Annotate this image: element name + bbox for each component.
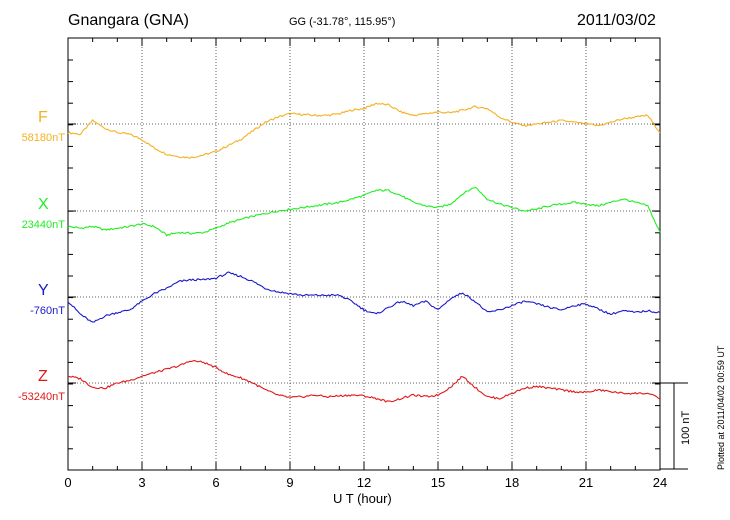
series-line-y (67, 271, 661, 323)
x-tick-label: 24 (653, 475, 667, 490)
baseline-label-y: -760nT (30, 305, 65, 317)
plot-date: 2011/03/02 (577, 12, 656, 29)
x-tick-label: 18 (505, 475, 519, 490)
baseline-label-z: -53240nT (17, 391, 65, 403)
series-line-x (67, 187, 661, 237)
x-tick-label: 0 (64, 475, 71, 490)
component-label-z: Z (38, 368, 48, 385)
component-label-x: X (38, 196, 49, 213)
station-coordinates: GG (-31.78°, 115.95°) (289, 16, 396, 28)
series-line-z (68, 360, 661, 403)
component-label-y: Y (38, 282, 49, 299)
x-tick-label: 6 (212, 475, 219, 490)
series-line-f (67, 102, 661, 159)
x-tick-label: 12 (357, 475, 371, 490)
component-label-f: F (38, 109, 48, 126)
x-tick-label: 21 (579, 475, 593, 490)
station-title: Gnangara (GNA) (68, 12, 189, 29)
baseline-label-x: 23440nT (21, 219, 65, 231)
x-tick-label: 9 (286, 475, 293, 490)
x-tick-label: 15 (431, 475, 445, 490)
baseline-label-f: 58180nT (21, 132, 65, 144)
x-axis-label: U T (hour) (333, 491, 392, 506)
x-tick-label: 3 (138, 475, 145, 490)
